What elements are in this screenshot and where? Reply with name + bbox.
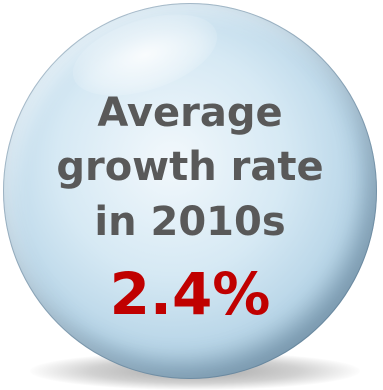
growth-rate-value: 2.4%: [109, 260, 271, 328]
sphere-rim: [3, 3, 377, 379]
badge-label-line-2: growth rate: [56, 144, 324, 190]
badge-label-line-3: in 2010s: [94, 199, 286, 245]
badge-label-line-1: Average: [97, 90, 283, 136]
